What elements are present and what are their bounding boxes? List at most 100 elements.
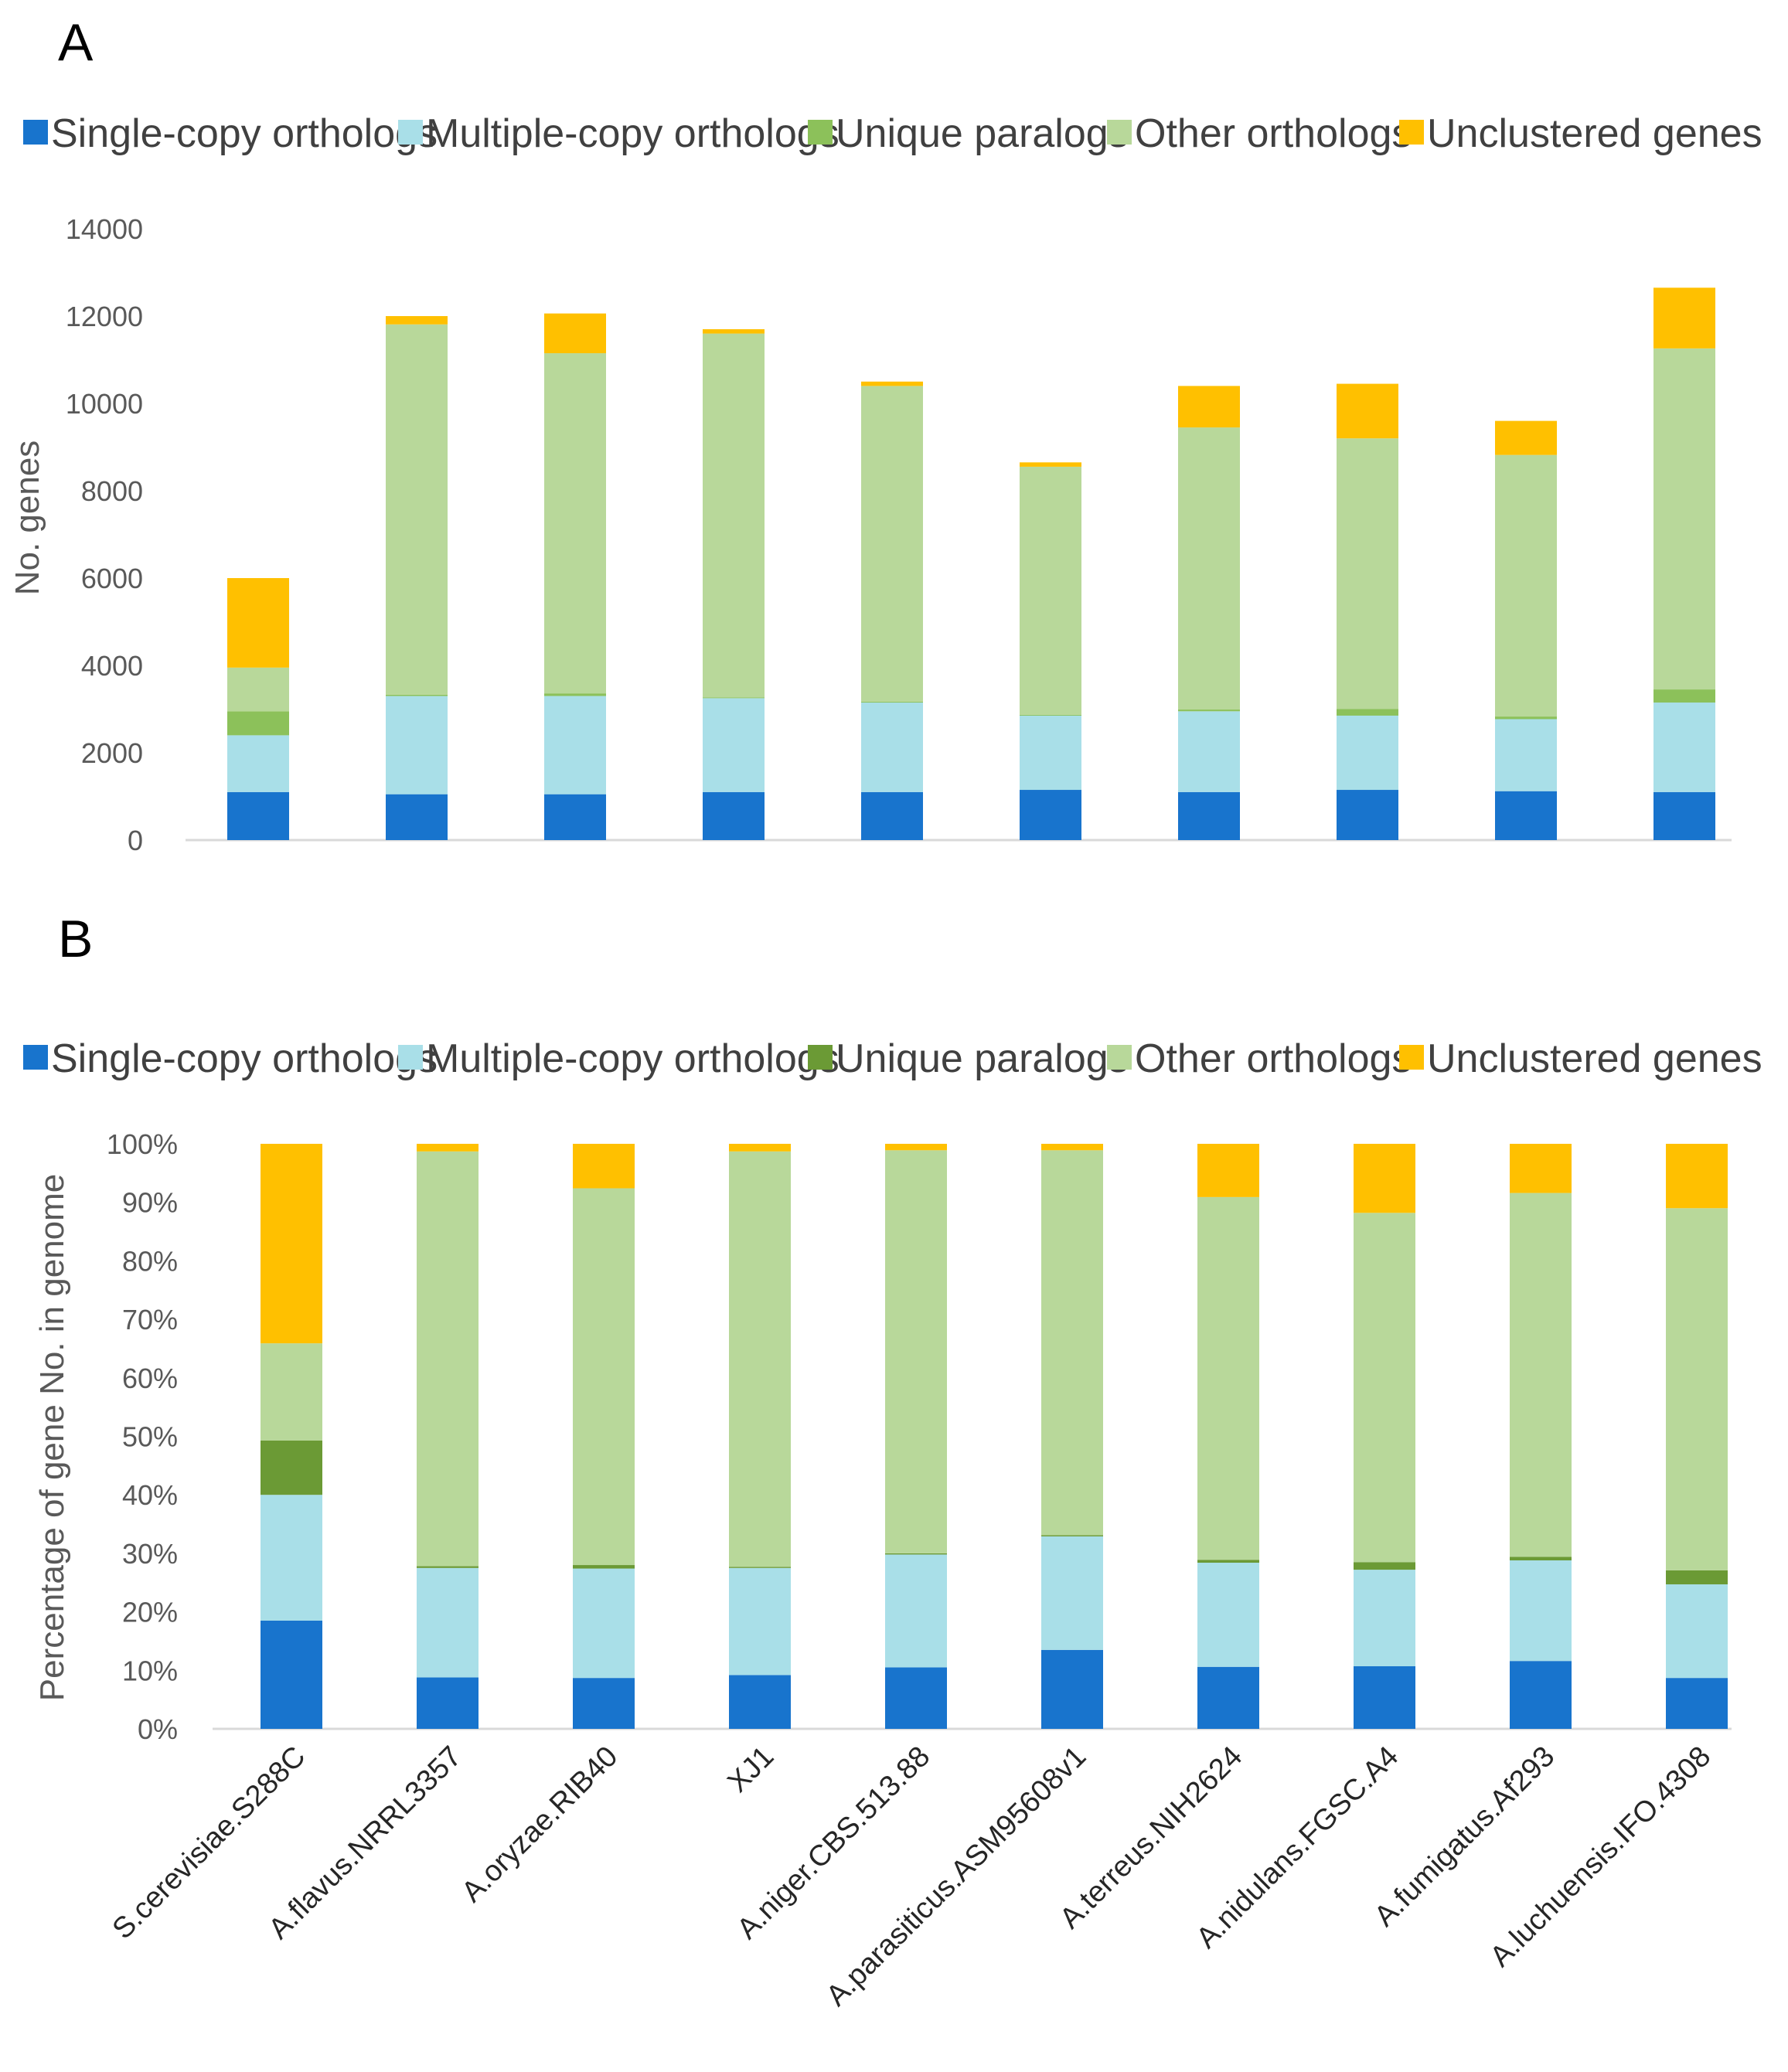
bar-unclustered-genes xyxy=(729,1144,791,1152)
bar-single-copy-orthologs xyxy=(1197,1666,1259,1729)
bar-unclustered-genes xyxy=(227,578,289,668)
y-tick-label: 40% xyxy=(122,1479,178,1511)
bar-unclustered-genes xyxy=(1510,1144,1572,1193)
y-tick-label: 80% xyxy=(122,1245,178,1277)
bar-multiple-copy-orthologs xyxy=(1337,715,1398,791)
y-tick-label: 6000 xyxy=(81,563,143,594)
bar-other-orthologs xyxy=(1020,466,1081,715)
bar-other-orthologs xyxy=(1178,427,1240,710)
legend-item-unique-paralogs: Unique paralogs xyxy=(808,111,1129,156)
y-tick-label: 2000 xyxy=(81,737,143,769)
bar-multiple-copy-orthologs xyxy=(861,703,923,792)
bar-stack-a-parasiticus-asm95608v1 xyxy=(1020,462,1081,840)
legend-label-other-orthologs: Other orthologs xyxy=(1135,1036,1412,1081)
bar-stack-a-nidulans-fgsc-a4 xyxy=(1354,1144,1415,1729)
legend-item-unclustered: Unclustered genes xyxy=(1399,111,1762,156)
legend-swatch-unique-paralogs xyxy=(808,1045,833,1070)
bar-multiple-copy-orthologs xyxy=(1666,1584,1728,1679)
x-category-label: XJ1 xyxy=(721,1740,780,1799)
bar-stack-a-oryzae-rib40 xyxy=(573,1144,635,1729)
bar-multiple-copy-orthologs xyxy=(544,696,606,794)
x-category-label: A.parasiticus.ASM95608v1 xyxy=(820,1740,1092,2012)
panel-b-y-axis-title: Percentage of gene No. in genome xyxy=(33,1174,71,1701)
bar-stack-a-nidulans-fgsc-a4 xyxy=(1337,383,1398,840)
legend-label-unique-paralogs: Unique paralogs xyxy=(836,111,1129,156)
bar-single-copy-orthologs xyxy=(729,1675,791,1729)
bar-single-copy-orthologs xyxy=(227,791,289,840)
bar-unique-paralogs xyxy=(1337,709,1398,716)
bar-unclustered-genes xyxy=(1041,1144,1103,1151)
panel-a: A Single-copy orthologs Multiple-copy or… xyxy=(9,13,1762,856)
bar-unique-paralogs xyxy=(261,1440,322,1495)
y-tick-label: 0 xyxy=(128,825,143,856)
y-tick-label: 50% xyxy=(122,1421,178,1453)
legend-label-multiple-copy: Multiple-copy orthologs xyxy=(426,111,840,156)
bar-other-orthologs xyxy=(885,1150,947,1553)
y-tick-label: 14000 xyxy=(66,213,143,245)
panel-b-letter: B xyxy=(58,910,93,968)
legend-swatch-single-copy xyxy=(23,120,48,145)
bar-single-copy-orthologs xyxy=(1510,1661,1572,1729)
panel-a-y-axis-title: No. genes xyxy=(9,441,46,596)
bar-other-orthologs xyxy=(1337,438,1398,709)
bar-single-copy-orthologs xyxy=(573,1678,635,1729)
bar-single-copy-orthologs xyxy=(885,1667,947,1729)
bar-unique-paralogs xyxy=(1666,1570,1728,1585)
bar-single-copy-orthologs xyxy=(1020,790,1081,840)
bar-multiple-copy-orthologs xyxy=(1510,1560,1572,1662)
bar-other-orthologs xyxy=(1495,454,1557,717)
bar-unique-paralogs xyxy=(227,711,289,736)
bar-unique-paralogs xyxy=(417,1566,479,1568)
bar-unclustered-genes xyxy=(1354,1144,1415,1213)
bar-multiple-copy-orthologs xyxy=(261,1495,322,1621)
legend-swatch-other-orthologs xyxy=(1107,1045,1132,1070)
bar-unique-paralogs xyxy=(1354,1562,1415,1570)
bar-stack-a-luchuensis-ifo-4308 xyxy=(1666,1144,1728,1729)
legend-label-unique-paralogs: Unique paralogs xyxy=(836,1036,1129,1081)
panel-b-legend: Single-copy orthologs Multiple-copy orth… xyxy=(23,1036,1762,1081)
bar-unclustered-genes xyxy=(861,381,923,386)
legend-label-single-copy: Single-copy orthologs xyxy=(51,1036,438,1081)
bar-other-orthologs xyxy=(729,1151,791,1567)
bar-single-copy-orthologs xyxy=(261,1620,322,1729)
y-tick-label: 8000 xyxy=(81,475,143,507)
legend-item-multiple-copy: Multiple-copy orthologs xyxy=(398,111,840,156)
bar-multiple-copy-orthologs xyxy=(703,698,765,792)
bar-stack-s-cerevisiae-s288c xyxy=(261,1144,322,1729)
bar-single-copy-orthologs xyxy=(1041,1649,1103,1729)
bar-unclustered-genes xyxy=(1495,420,1557,455)
bar-unique-paralogs xyxy=(1041,1535,1103,1536)
bar-multiple-copy-orthologs xyxy=(573,1568,635,1679)
bar-unclustered-genes xyxy=(261,1144,322,1344)
bar-single-copy-orthologs xyxy=(417,1677,479,1729)
bar-stack-a-flavus-nrrl3357 xyxy=(386,316,448,840)
bar-multiple-copy-orthologs xyxy=(1653,703,1715,792)
bar-other-orthologs xyxy=(1653,348,1715,690)
bar-single-copy-orthologs xyxy=(386,794,448,840)
bar-other-orthologs xyxy=(861,386,923,702)
legend-item-other-orthologs: Other orthologs xyxy=(1107,1036,1412,1081)
y-tick-label: 4000 xyxy=(81,650,143,682)
y-tick-label: 60% xyxy=(122,1363,178,1394)
bar-unique-paralogs xyxy=(386,694,448,696)
panel-a-letter: A xyxy=(58,13,94,72)
legend-label-single-copy: Single-copy orthologs xyxy=(51,111,438,156)
category-labels: S.cerevisiae.S288CA.flavus.NRRL3357A.ory… xyxy=(107,1740,1718,2012)
legend-label-unclustered: Unclustered genes xyxy=(1427,111,1762,156)
bar-other-orthologs xyxy=(1041,1150,1103,1536)
y-tick-label: 12000 xyxy=(66,301,143,332)
legend-swatch-other-orthologs xyxy=(1107,120,1132,145)
bar-single-copy-orthologs xyxy=(703,791,765,840)
y-tick-label: 90% xyxy=(122,1187,178,1219)
bar-single-copy-orthologs xyxy=(1495,791,1557,840)
bar-unclustered-genes xyxy=(703,328,765,334)
bar-multiple-copy-orthologs xyxy=(729,1567,791,1676)
legend-swatch-unclustered xyxy=(1399,1045,1424,1070)
bar-unclustered-genes xyxy=(1020,462,1081,467)
y-tick-label: 0% xyxy=(138,1713,178,1745)
y-tick-label: 100% xyxy=(107,1128,178,1160)
bar-single-copy-orthologs xyxy=(544,794,606,840)
legend-label-multiple-copy: Multiple-copy orthologs xyxy=(426,1036,840,1081)
bar-stack-a-fumigatus-af293 xyxy=(1495,420,1557,840)
y-tick-label: 10% xyxy=(122,1655,178,1686)
